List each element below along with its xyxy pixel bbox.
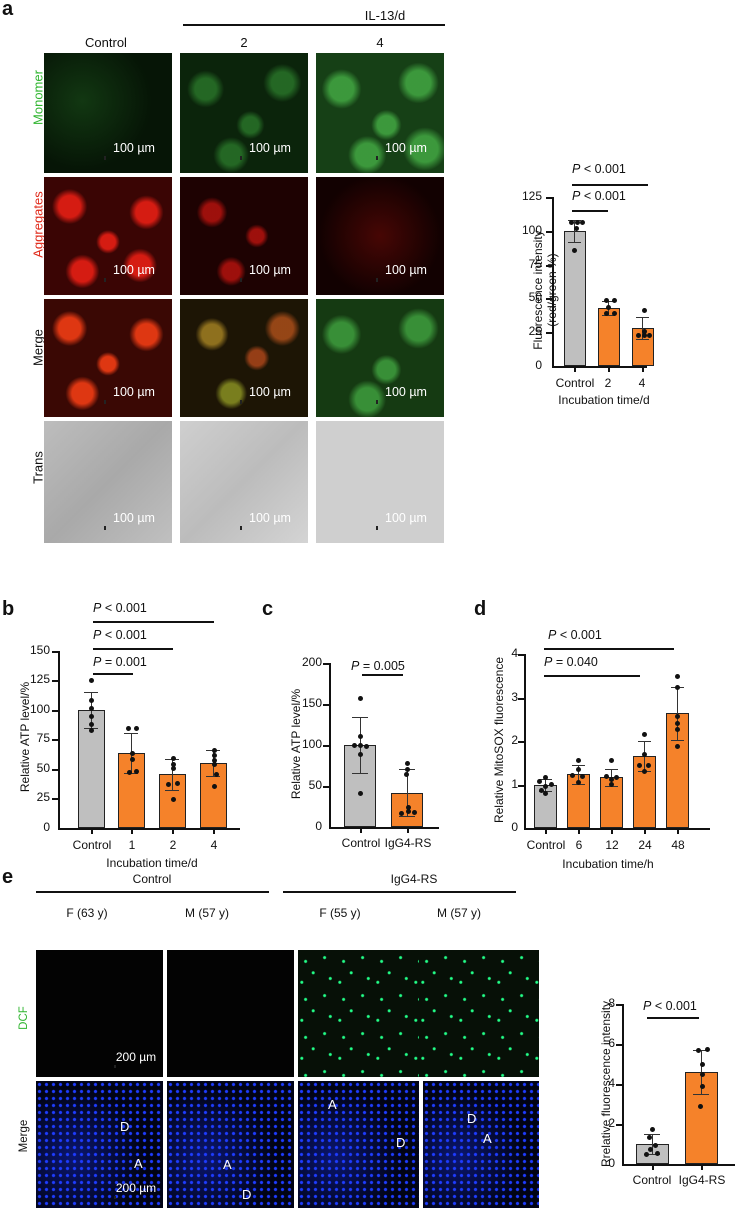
image-aggregates-2d: 100 µm (180, 177, 308, 295)
panel-label-b: b (2, 598, 15, 620)
il13-group-header: IL-13/d (364, 8, 406, 23)
col-header-2d: 2 (240, 35, 248, 50)
panel-label-d: d (474, 598, 487, 620)
image-merge-control-f63: D A 200 µm (36, 1081, 163, 1208)
image-monomer-control: 100 µm (44, 53, 172, 173)
chart-b-pval-2d: P < 0.001 (93, 628, 147, 642)
row-label-dcf: DCF (18, 1006, 30, 1030)
chart-b-xlabel: Incubation time/d (106, 856, 198, 870)
panel-label-e: e (2, 866, 14, 888)
image-merge-4d: 100 µm (316, 299, 444, 417)
image-aggregates-4d: 100 µm (316, 177, 444, 295)
bar-a-2d (598, 308, 620, 366)
chart-e-pval: P < 0.001 (643, 999, 697, 1013)
chart-a-pval-2: P < 0.001 (572, 189, 626, 203)
image-merge-control: 100 µm (44, 299, 172, 417)
image-dcf-igg4-f55 (298, 950, 419, 1077)
image-merge-igg4-m57: D A (423, 1081, 539, 1208)
panel-label-c: c (262, 598, 274, 620)
image-trans-4d: 100 µm (316, 421, 444, 543)
col-header-control: Control (85, 35, 127, 50)
col-header-f55: F (55 y) (319, 906, 361, 920)
chart-d-xlabel: Incubation time/h (562, 857, 654, 871)
col-header-f63: F (63 y) (66, 906, 108, 920)
image-monomer-4d: 100 µm (316, 53, 444, 173)
image-merge-igg4-f55: A D (298, 1081, 419, 1208)
chart-d-pval-24h: P = 0.040 (544, 655, 598, 669)
group-header-igg4rs: IgG4-RS (390, 872, 438, 886)
image-merge-control-m57: A D (167, 1081, 294, 1208)
group-line-control (36, 891, 269, 893)
col-header-m57-igg4: M (57 y) (436, 906, 482, 920)
image-aggregates-control: 100 µm (44, 177, 172, 295)
image-monomer-2d: 100 µm (180, 53, 308, 173)
chart-c-pval: P = 0.005 (351, 659, 405, 673)
chart-a-xlabel: Incubation time/d (558, 393, 650, 407)
chart-b-pval-1d: P = 0.001 (93, 655, 147, 669)
group-line-igg4rs (283, 891, 516, 893)
image-merge-2d: 100 µm (180, 299, 308, 417)
chart-b-pval-4d: P < 0.001 (93, 601, 147, 615)
image-dcf-igg4-m57 (419, 950, 539, 1077)
row-label-merge-e: Merge (18, 1119, 30, 1153)
col-header-4d: 4 (376, 35, 384, 50)
chart-a-pval-1: P < 0.001 (572, 162, 626, 176)
il13-group-line (183, 24, 445, 26)
image-trans-2d: 100 µm (180, 421, 308, 543)
image-trans-control: 100 µm (44, 421, 172, 543)
image-dcf-control-m57 (167, 950, 294, 1077)
image-dcf-control-f63: 200 µm (36, 950, 163, 1077)
group-header-control: Control (132, 872, 172, 886)
panel-label-a: a (2, 0, 14, 20)
chart-d-pval-48h: P < 0.001 (548, 628, 602, 642)
col-header-m57: M (57 y) (184, 906, 230, 920)
